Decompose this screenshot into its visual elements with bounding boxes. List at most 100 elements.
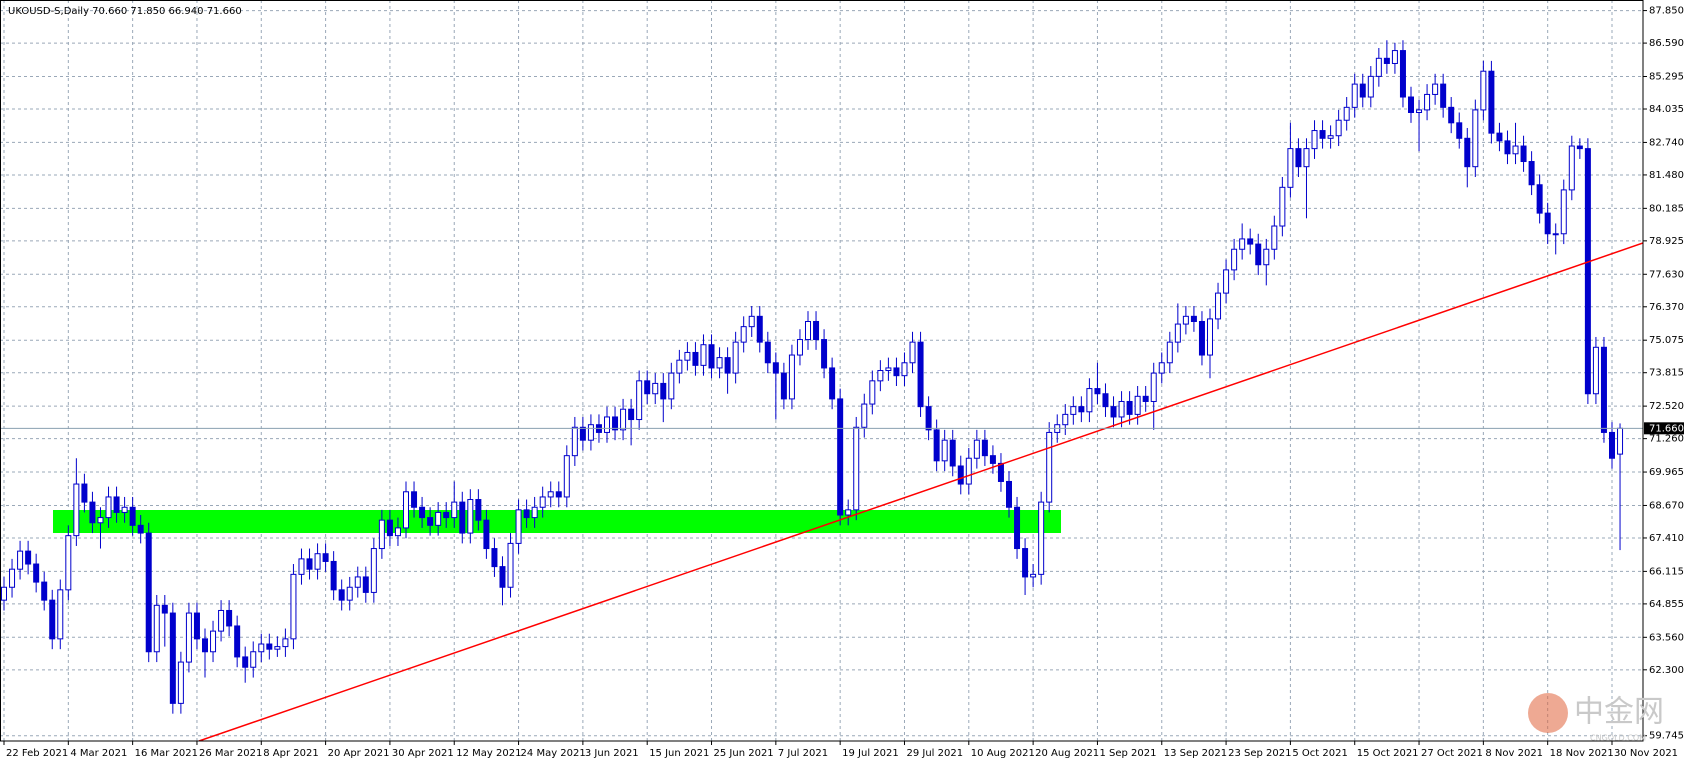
candle-body [732,341,739,374]
candle-body [531,506,538,519]
candle-body [700,344,707,366]
plot-frame [0,0,1644,742]
candle-body [169,612,176,704]
candle-body [837,398,844,516]
candle-body [1110,406,1117,418]
candle-body [1432,83,1439,95]
candle-body [764,341,771,364]
candle-body [314,553,321,570]
candle-body [628,408,635,421]
candle-body [1118,400,1125,418]
candle-body [1094,388,1101,395]
x-tick-label: 30 Nov 2021 [1614,748,1678,759]
candle-body [1343,106,1350,121]
candle-body [805,320,811,341]
candle-body [41,581,48,601]
candle-body [748,315,755,328]
candle-body [796,339,803,356]
candles [1,40,1624,714]
last-price-label: 71.660 [1649,423,1684,434]
candle-body [1383,57,1390,64]
grid [0,0,1643,741]
x-tick-label: 29 Jul 2021 [906,748,963,759]
candle-body [539,496,546,508]
candle-body [845,509,852,516]
candle-body [1174,323,1181,343]
candle-body [1327,135,1334,139]
candle-body [941,439,948,462]
candle-body [378,519,385,550]
candle-body [1367,75,1374,98]
candle-body [1231,248,1238,271]
candle-body [81,483,88,503]
x-tick-label: 16 Mar 2021 [135,748,198,759]
candle-body [1464,137,1471,168]
candle-body [362,576,369,593]
candle-body [1351,83,1358,108]
candle-body [346,586,353,601]
x-tick-label: 15 Oct 2021 [1357,748,1419,759]
candle-body [9,568,16,588]
candle-body [821,339,828,369]
candle-body [266,643,273,650]
candle-body [1496,132,1503,142]
x-tick-label: 22 Feb 2021 [6,748,68,759]
candle-body [1576,145,1583,150]
candle-body [917,341,924,408]
candle-body [234,625,241,658]
candle-body [354,576,361,588]
candle-body [1399,50,1406,98]
candle-body [853,426,860,511]
candle-body [282,638,289,648]
candle-body [121,506,128,513]
candle-body [202,638,208,653]
watermark-name: 中金网 [1574,695,1664,730]
candle-body [660,382,667,400]
candle-body [1022,548,1029,578]
candle-body [668,372,675,400]
candle-body [1416,109,1423,113]
candle-body [861,403,868,428]
candle-body [242,656,249,668]
candle-body [338,589,345,601]
y-tick-label: 81.480 [1649,170,1684,181]
candle-body [973,439,980,459]
x-tick-label: 27 Oct 2021 [1421,748,1483,759]
watermark-logo [1528,693,1568,733]
candle-body [1102,393,1109,408]
candle-body [989,455,996,464]
y-tick-label: 63.560 [1649,632,1684,643]
x-tick-label: 19 Jul 2021 [842,748,899,759]
candle-body [925,406,932,431]
y-tick-label: 73.815 [1649,368,1684,379]
y-tick-label: 82.740 [1649,137,1684,148]
candle-body [185,612,192,663]
candle-body [571,426,578,457]
candle-body [435,511,442,526]
candle-body [322,553,329,562]
candle-body [1158,362,1165,374]
y-tick-label: 75.075 [1649,335,1684,346]
candle-body [1279,186,1286,227]
candle-body [1544,212,1551,235]
candle-body [1126,400,1133,415]
candle-body [933,429,940,462]
x-tick-label: 3 Jun 2021 [585,748,639,759]
candle-body [467,499,474,534]
candle-body [1480,70,1487,111]
candle-body [443,511,450,519]
candle-body [193,612,200,640]
candle-body [491,548,498,568]
candle-body [57,589,64,640]
candle-body [1207,318,1213,356]
candle-body [1520,145,1527,163]
candle-body [1,586,7,601]
y-tick-label: 59.745 [1649,731,1684,742]
candle-body [515,509,522,544]
candle-body [161,604,168,614]
candle-body [676,359,683,374]
candle-body [97,517,104,524]
y-tick-label: 87.850 [1649,6,1684,17]
candle-body [612,416,619,431]
candle-body [1255,243,1262,266]
